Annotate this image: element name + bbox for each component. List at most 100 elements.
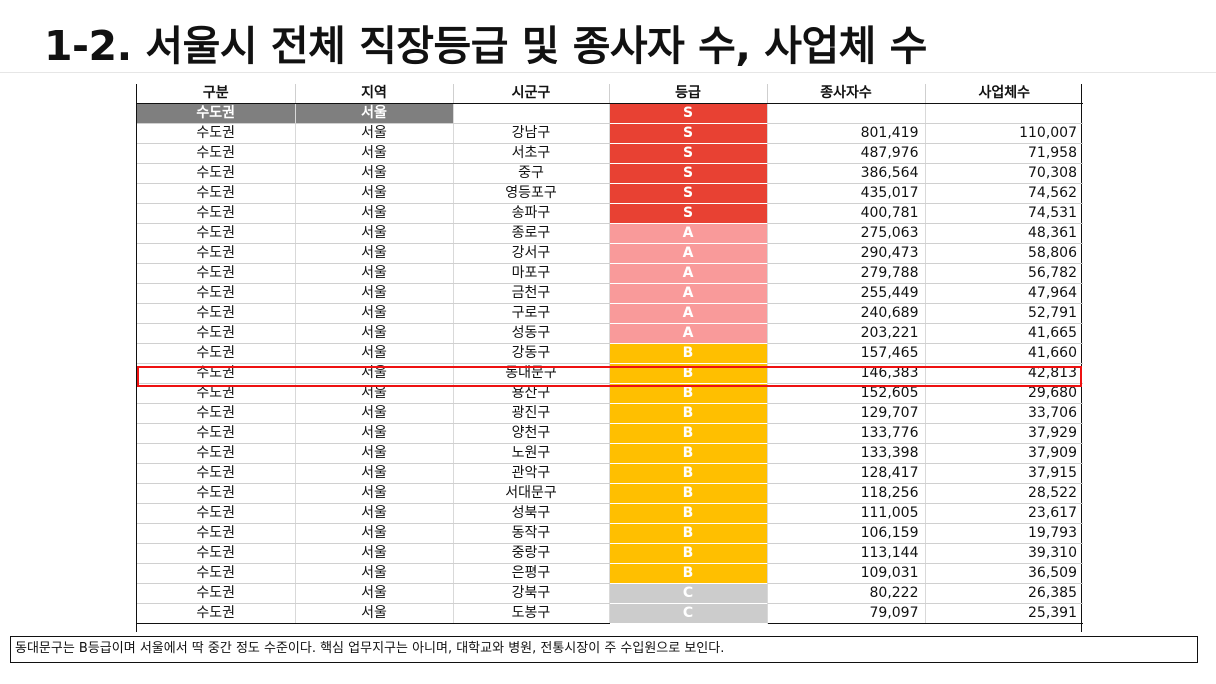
cell-region: 서울 [295, 383, 454, 404]
cell-district: 강동구 [453, 343, 610, 364]
header-businesses: 사업체수 [925, 84, 1083, 104]
cell-workers: 203,221 [767, 323, 926, 344]
cell-region: 서울 [295, 463, 454, 484]
cell-group: 수도권 [137, 563, 296, 584]
cell-district: 은평구 [453, 563, 610, 584]
cell-group: 수도권 [137, 123, 296, 144]
cell-district: 관악구 [453, 463, 610, 484]
cell-grade: B [609, 383, 768, 404]
table-row: 수도권 서울 은평구 B 109,031 36,509 [137, 563, 1083, 584]
cell-district: 성동구 [453, 323, 610, 344]
table-row: 수도권 서울 강남구 S 801,419 110,007 [137, 123, 1083, 144]
table-row: 수도권 서울 강서구 A 290,473 58,806 [137, 243, 1083, 264]
cell-district: 성북구 [453, 503, 610, 524]
cell-group: 수도권 [137, 463, 296, 484]
cell-region: 서울 [295, 343, 454, 364]
cell-workers: 279,788 [767, 263, 926, 284]
cell-businesses: 39,310 [925, 543, 1083, 564]
cell-district: 금천구 [453, 283, 610, 304]
cell-district: 용산구 [453, 383, 610, 404]
cell-businesses: 110,007 [925, 123, 1083, 144]
cell-grade: S [609, 123, 768, 144]
cell-grade: A [609, 223, 768, 244]
cell-group: 수도권 [137, 203, 296, 224]
cell-group: 수도권 [137, 163, 296, 184]
cell-workers: 129,707 [767, 403, 926, 424]
summary-grade: S [609, 103, 768, 124]
cell-workers: 386,564 [767, 163, 926, 184]
table-row: 수도권 서울 중구 S 386,564 70,308 [137, 163, 1083, 184]
cell-businesses: 37,909 [925, 443, 1083, 464]
cell-district: 구로구 [453, 303, 610, 324]
cell-group: 수도권 [137, 583, 296, 604]
cell-grade: S [609, 143, 768, 164]
cell-region: 서울 [295, 123, 454, 144]
table-row: 수도권 서울 관악구 B 128,417 37,915 [137, 463, 1083, 484]
table-row: 수도권 서울 영등포구 S 435,017 74,562 [137, 183, 1083, 204]
summary-businesses [925, 103, 1083, 124]
cell-region: 서울 [295, 603, 454, 624]
cell-group: 수도권 [137, 243, 296, 264]
table-row: 수도권 서울 강동구 B 157,465 41,660 [137, 343, 1083, 364]
table-row: 수도권 서울 성북구 B 111,005 23,617 [137, 503, 1083, 524]
cell-workers: 400,781 [767, 203, 926, 224]
cell-group: 수도권 [137, 523, 296, 544]
cell-group: 수도권 [137, 363, 296, 384]
cell-region: 서울 [295, 323, 454, 344]
cell-workers: 801,419 [767, 123, 926, 144]
cell-businesses: 29,680 [925, 383, 1083, 404]
cell-district: 강남구 [453, 123, 610, 144]
cell-region: 서울 [295, 363, 454, 384]
table-row: 수도권 서울 양천구 B 133,776 37,929 [137, 423, 1083, 444]
title-divider [0, 72, 1216, 73]
cell-region: 서울 [295, 403, 454, 424]
cell-district: 송파구 [453, 203, 610, 224]
cell-group: 수도권 [137, 343, 296, 364]
cell-workers: 109,031 [767, 563, 926, 584]
cell-grade: B [609, 563, 768, 584]
cell-workers: 133,398 [767, 443, 926, 464]
cell-grade: A [609, 283, 768, 304]
cell-businesses: 42,813 [925, 363, 1083, 384]
table-header-row: 구분 지역 시군구 등급 종사자수 사업체수 [137, 84, 1083, 104]
page-title: 1-2. 서울시 전체 직장등급 및 종사자 수, 사업체 수 [44, 22, 927, 70]
cell-group: 수도권 [137, 143, 296, 164]
cell-region: 서울 [295, 223, 454, 244]
cell-workers: 290,473 [767, 243, 926, 264]
summary-workers [767, 103, 926, 124]
cell-district: 종로구 [453, 223, 610, 244]
cell-group: 수도권 [137, 603, 296, 624]
table-row: 수도권 서울 종로구 A 275,063 48,361 [137, 223, 1083, 244]
cell-group: 수도권 [137, 423, 296, 444]
cell-group: 수도권 [137, 323, 296, 344]
cell-workers: 240,689 [767, 303, 926, 324]
table-row: 수도권 서울 동대문구 B 146,383 42,813 [137, 363, 1083, 384]
cell-grade: A [609, 263, 768, 284]
summary-region: 서울 [295, 103, 454, 124]
cell-businesses: 74,531 [925, 203, 1083, 224]
cell-workers: 157,465 [767, 343, 926, 364]
cell-district: 동대문구 [453, 363, 610, 384]
table-left-border [136, 84, 137, 632]
cell-workers: 118,256 [767, 483, 926, 504]
summary-district [453, 103, 610, 124]
cell-businesses: 36,509 [925, 563, 1083, 584]
table-row: 수도권 서울 마포구 A 279,788 56,782 [137, 263, 1083, 284]
cell-region: 서울 [295, 263, 454, 284]
cell-group: 수도권 [137, 223, 296, 244]
table-row: 수도권 서울 노원구 B 133,398 37,909 [137, 443, 1083, 464]
cell-workers: 80,222 [767, 583, 926, 604]
cell-grade: C [609, 583, 768, 604]
cell-businesses: 25,391 [925, 603, 1083, 624]
cell-businesses: 71,958 [925, 143, 1083, 164]
cell-workers: 128,417 [767, 463, 926, 484]
cell-workers: 275,063 [767, 223, 926, 244]
cell-region: 서울 [295, 423, 454, 444]
cell-group: 수도권 [137, 443, 296, 464]
header-grade: 등급 [609, 84, 768, 104]
cell-businesses: 37,915 [925, 463, 1083, 484]
cell-grade: B [609, 523, 768, 544]
cell-grade: B [609, 443, 768, 464]
cell-group: 수도권 [137, 283, 296, 304]
cell-businesses: 74,562 [925, 183, 1083, 204]
